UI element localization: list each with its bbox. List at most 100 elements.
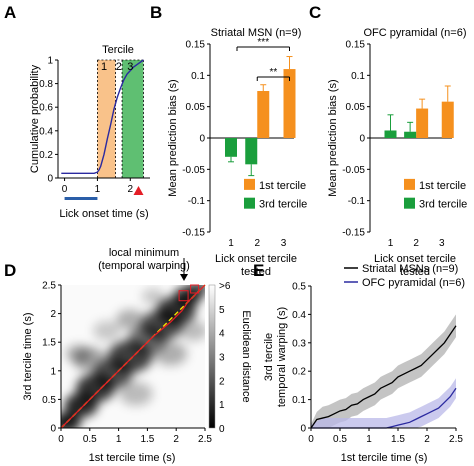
y-tick-label: -0.15 xyxy=(182,228,205,239)
y-tick-label: 0.4 xyxy=(39,126,53,137)
y-tick-label: 1 xyxy=(47,56,53,67)
y-tick-label: -0.15 xyxy=(342,228,365,239)
y-tick-label: 0.05 xyxy=(186,102,206,113)
tercile-number: 3 xyxy=(127,61,133,73)
colorbar-tick-label: 2 xyxy=(219,376,225,387)
tercile-label: Tercile xyxy=(102,44,134,56)
legend-swatch xyxy=(244,178,255,190)
y-tick-label: -0.1 xyxy=(348,196,366,207)
x-axis-title-line: tested xyxy=(241,266,271,278)
panel-d: 0 0.5 1 1.5 2 2.5 0 0.5 1 1.5 2 2.5 1st tercile time… xyxy=(22,247,252,464)
x-tick-label: 0 xyxy=(62,184,68,195)
annotation-text: (temporal warping) xyxy=(98,260,190,272)
panel-title: Striatal MSN (n=9) xyxy=(211,27,302,39)
bar-first-tercile xyxy=(441,101,454,138)
y-axis-title: 3rd tercile time (s) xyxy=(22,312,34,400)
heatmap-blob xyxy=(153,341,188,366)
category-label: 2 xyxy=(413,238,419,249)
x-axis-title: 1st tercile time (s) xyxy=(341,452,428,464)
bar-first-tercile xyxy=(283,69,296,138)
x-tick-label: 0 xyxy=(308,434,314,445)
y-tick-label: -0.05 xyxy=(342,165,365,176)
category-label: 3 xyxy=(439,238,445,249)
tercile-number: 2 xyxy=(116,61,122,73)
colorbar-tick-label: 1 xyxy=(219,400,225,411)
legend-label: 3rd tercile xyxy=(419,199,467,211)
y-tick-label: 2 xyxy=(50,309,56,320)
panel-letter-d: D xyxy=(4,261,16,280)
x-tick-label: 2 xyxy=(128,184,134,195)
x-tick-label: 0.5 xyxy=(333,434,347,445)
x-axis-title-line: Lick onset tercile xyxy=(374,253,456,265)
response-triangle xyxy=(133,186,144,195)
x-axis-title-line: Lick onset tercile xyxy=(215,253,297,265)
category-label: 1 xyxy=(228,238,234,249)
significance-stars: *** xyxy=(257,37,269,48)
legend-swatch xyxy=(404,178,415,190)
y-tick-label: -0.1 xyxy=(188,196,206,207)
colorbar-tick-label: >6 xyxy=(219,281,231,292)
legend-label: 1st tercile xyxy=(259,180,306,192)
y-tick-label: 0.05 xyxy=(346,102,366,113)
x-axis-title: 1st tercile time (s) xyxy=(89,452,176,464)
y-tick-label: 0.1 xyxy=(351,71,365,82)
x-tick-label: 2 xyxy=(173,434,179,445)
panel-letter-e: E xyxy=(253,261,264,280)
panel-letter-c: C xyxy=(309,3,321,22)
colorbar-tick-label: 0 xyxy=(219,424,225,435)
series-line xyxy=(310,325,457,429)
annotation-text: local minimum xyxy=(109,247,179,259)
warping-path xyxy=(60,284,206,429)
bar-first-tercile xyxy=(257,91,270,138)
y-tick-label: 0 xyxy=(300,424,306,435)
legend-swatch xyxy=(404,197,415,209)
x-tick-label: 2.5 xyxy=(198,434,212,445)
legend-label: OFC pyramidal (n=6) xyxy=(362,277,465,289)
panel-c: -0.15 -0.1 -0.05 0 0.05 0.1 0.15 1 2 3 OFC pyramid… xyxy=(327,27,467,278)
tercile-number: 1 xyxy=(101,61,107,73)
colorbar-title: Euclidean distance xyxy=(240,310,252,402)
cumulative-curve xyxy=(61,59,144,174)
y-tick-label: 0 xyxy=(359,134,365,145)
x-tick-label: 0.5 xyxy=(83,434,97,445)
y-tick-label: 0.3 xyxy=(292,338,306,349)
heatmap-blob xyxy=(179,320,205,341)
bar-third-tercile xyxy=(245,138,258,165)
heatmap-blob xyxy=(141,288,165,305)
x-axis-title: Lick onset tercile tested xyxy=(215,253,297,278)
y-tick-label: 0.5 xyxy=(292,282,306,293)
y-tick-label: 0 xyxy=(47,174,53,185)
bar-third-tercile xyxy=(225,138,237,157)
bar-first-tercile xyxy=(416,108,429,138)
y-axis-title: temporal warping (s) xyxy=(276,307,288,407)
y-axis-title: Cumulative probability xyxy=(29,64,41,173)
colorbar xyxy=(208,284,216,429)
y-tick-label: 2.5 xyxy=(42,281,56,292)
colorbar-tick-label: 3 xyxy=(219,353,225,364)
colorbar-tick-label: 5 xyxy=(219,305,225,316)
y-tick-label: 0.2 xyxy=(39,150,53,161)
annotation-arrowhead xyxy=(180,274,188,281)
tercile-band-3 xyxy=(122,60,144,178)
y-tick-label: 0.4 xyxy=(292,310,306,321)
panel-letter-b: B xyxy=(150,3,162,22)
significance-stars: ** xyxy=(269,67,277,78)
heatmap-blob xyxy=(119,381,153,406)
x-axis-title: Lick onset tercile tested xyxy=(374,253,456,278)
y-tick-label: -0.05 xyxy=(182,165,205,176)
category-label: 3 xyxy=(281,238,287,249)
x-tick-label: 2 xyxy=(424,434,430,445)
x-tick-label: 0 xyxy=(58,434,64,445)
heatmap-blob xyxy=(93,320,122,341)
y-tick-label: 0.5 xyxy=(42,395,56,406)
legend-label: 1st tercile xyxy=(419,180,466,192)
y-tick-label: 0.2 xyxy=(292,367,306,378)
x-tick-label: 1 xyxy=(366,434,372,445)
y-tick-label: 0.8 xyxy=(39,79,53,90)
panel-letter-a: A xyxy=(4,3,16,22)
panel-e: 0 0.1 0.2 0.3 0.4 0.5 0 0.5 1 1.5 2 2.5 1st tercile … xyxy=(263,263,465,464)
panel-title: OFC pyramidal (n=6) xyxy=(363,27,466,39)
y-tick-label: 0 xyxy=(50,424,56,435)
